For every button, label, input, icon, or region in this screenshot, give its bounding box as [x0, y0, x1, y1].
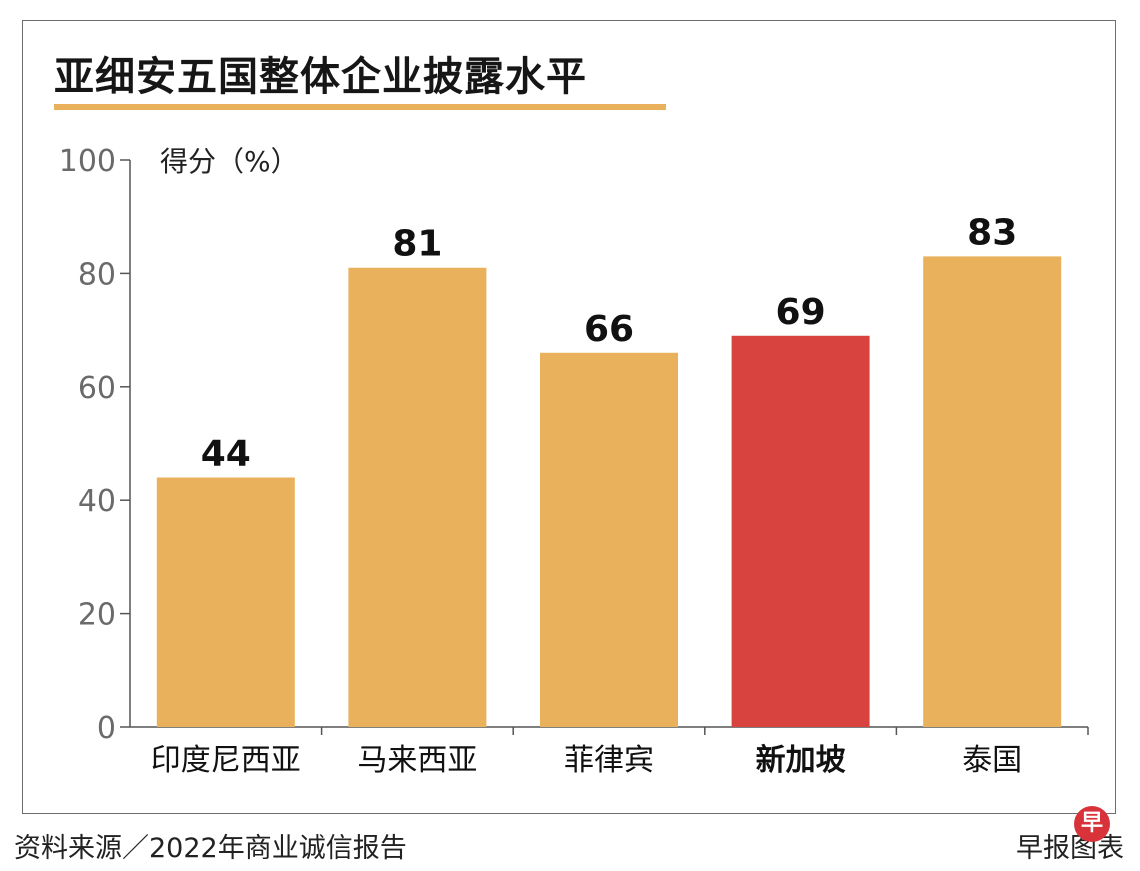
bar-2 — [540, 352, 678, 727]
bar-value-label: 83 — [967, 212, 1017, 253]
chart-title: 亚细安五国整体企业披露水平 — [54, 54, 587, 100]
y-axis-label: 得分（%） — [160, 145, 299, 178]
category-label: 新加坡 — [756, 743, 846, 778]
y-tick-label: 100 — [59, 144, 116, 179]
category-label: 菲律宾 — [564, 743, 654, 778]
y-tick-label: 80 — [78, 257, 116, 292]
category-label: 印度尼西亚 — [151, 743, 301, 778]
y-tick-label: 60 — [78, 371, 116, 406]
y-tick-label: 40 — [78, 484, 116, 519]
category-label: 泰国 — [962, 743, 1022, 778]
title-underline — [54, 104, 666, 110]
bar-4 — [923, 256, 1062, 727]
category-label: 马来西亚 — [357, 743, 477, 778]
bar-value-label: 69 — [776, 292, 826, 333]
bar-value-label: 81 — [392, 224, 442, 265]
bar-1 — [348, 267, 487, 727]
credit-note: 早报图表 — [1016, 833, 1124, 864]
bar-value-label: 66 — [584, 309, 634, 350]
y-tick-label: 0 — [97, 711, 116, 746]
y-tick-label: 20 — [78, 598, 116, 633]
bar-0 — [156, 477, 295, 727]
brand-logo-icon: 早 — [1074, 806, 1110, 842]
bar-value-label: 44 — [201, 434, 251, 475]
bar-3 — [731, 335, 870, 727]
source-note: 资料来源／2022年商业诚信报告 — [14, 833, 407, 864]
